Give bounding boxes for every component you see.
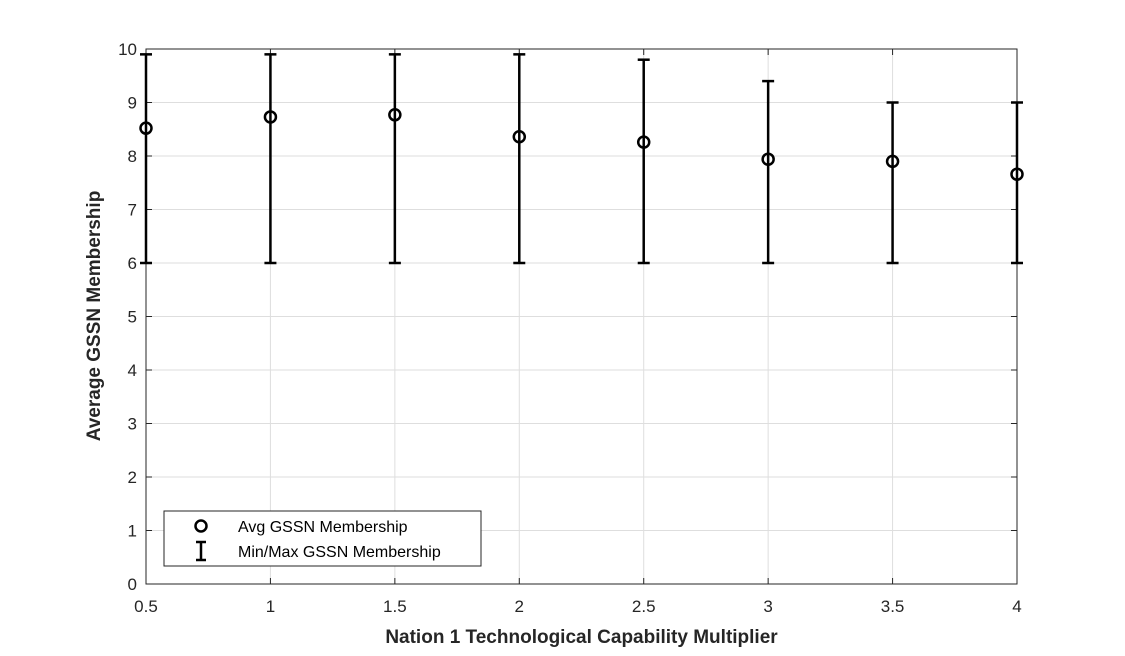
- y-tick-label: 4: [128, 361, 137, 380]
- x-tick-label: 4: [1012, 597, 1021, 616]
- avg-point: [1010, 167, 1024, 181]
- errorbar: [140, 53, 152, 265]
- axes-frame: [145, 48, 1018, 585]
- avg-point: [885, 154, 900, 169]
- avg-point: [761, 152, 775, 166]
- legend-errorbar-icon: [196, 540, 206, 562]
- y-tick-label: 6: [128, 254, 137, 273]
- y-tick-label: 5: [128, 308, 137, 327]
- y-tick-label: 3: [128, 415, 137, 434]
- x-tick-label: 3.5: [881, 597, 905, 616]
- legend: Avg GSSN Membership Min/Max GSSN Members…: [163, 510, 482, 567]
- y-tick-label: 8: [128, 147, 137, 166]
- x-tick-label: 2: [515, 597, 524, 616]
- axes-box: [145, 48, 1018, 585]
- avg-point: [139, 121, 153, 135]
- avg-point: [263, 110, 278, 124]
- y-tick-label: 7: [128, 201, 137, 220]
- y-tick-label: 10: [118, 40, 137, 59]
- x-tick-label: 1.5: [383, 597, 407, 616]
- x-tick-label: 0.5: [134, 597, 158, 616]
- avg-point: [636, 135, 651, 149]
- points: [139, 108, 1024, 181]
- errorbar: [513, 53, 526, 265]
- x-tick-label: 1: [266, 597, 275, 616]
- errorbar: [264, 53, 277, 265]
- errorbar: [762, 79, 775, 265]
- y-tick-label: 9: [128, 94, 137, 113]
- errorbars: [140, 53, 1023, 265]
- y-tick-label: 0: [128, 575, 137, 594]
- y-axis-label: Average GSSN Membership: [84, 191, 105, 442]
- x-tick-label: 3: [763, 597, 772, 616]
- errorbar: [388, 53, 401, 265]
- x-tick-label: 2.5: [632, 597, 656, 616]
- y-tick-label: 1: [128, 522, 137, 541]
- legend-box: [163, 510, 482, 567]
- legend-label-avg: Avg GSSN Membership: [238, 519, 408, 536]
- avg-point: [512, 129, 527, 144]
- errorbar: [886, 101, 899, 265]
- avg-point: [388, 108, 402, 122]
- errorbar: [637, 58, 650, 265]
- legend-circle-icon: [194, 519, 208, 533]
- tick-labels: 0.5 1 1.5 2 2.5 3 3.5 4 0 1 2 3 4 5 6 7 8 9 10: [118, 40, 1022, 616]
- x-axis-label: Nation 1 Technological Capability Multip…: [385, 627, 778, 648]
- legend-label-minmax: Min/Max GSSN Membership: [238, 544, 441, 561]
- y-tick-label: 2: [128, 468, 137, 487]
- errorbar: [1011, 101, 1023, 265]
